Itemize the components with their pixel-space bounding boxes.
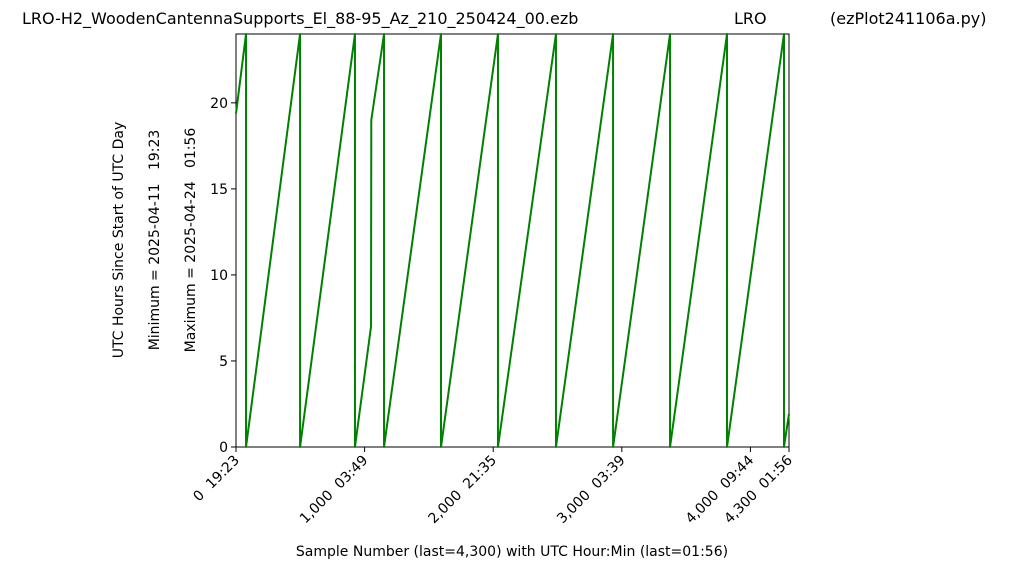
program-label: (ezPlot241106a.py) (830, 9, 986, 28)
y-axis-label: UTC Hours Since Start of UTC Day (111, 122, 127, 359)
chart-title: LRO-H2_WoodenCantennaSupports_El_88-95_A… (22, 9, 578, 29)
x-axis-label: Sample Number (last=4,300) with UTC Hour… (296, 544, 728, 560)
x-tick-label: 3,000 03:39 (554, 453, 628, 527)
data-line (235, 33, 790, 448)
y-tick-label: 10 (210, 268, 228, 284)
x-tick-label: 4,300 01:56 (721, 452, 796, 527)
annotation: Maximum = 2025-04-24 01:56 (183, 128, 199, 353)
y-tick-label: 5 (219, 354, 228, 370)
axes-frame (235, 33, 790, 448)
y-tick-label: 15 (210, 182, 228, 198)
annotation: Minimum = 2025-04-11 19:23 (147, 130, 163, 351)
x-tick-label: 1,000 03:49 (297, 453, 371, 527)
y-tick-label: 20 (210, 96, 228, 112)
x-tick-label: 2,000 21:35 (426, 453, 500, 527)
x-tick-label: 0 19:23 (190, 453, 242, 505)
y-tick-label: 0 (219, 440, 228, 456)
station-label: LRO (734, 9, 767, 28)
